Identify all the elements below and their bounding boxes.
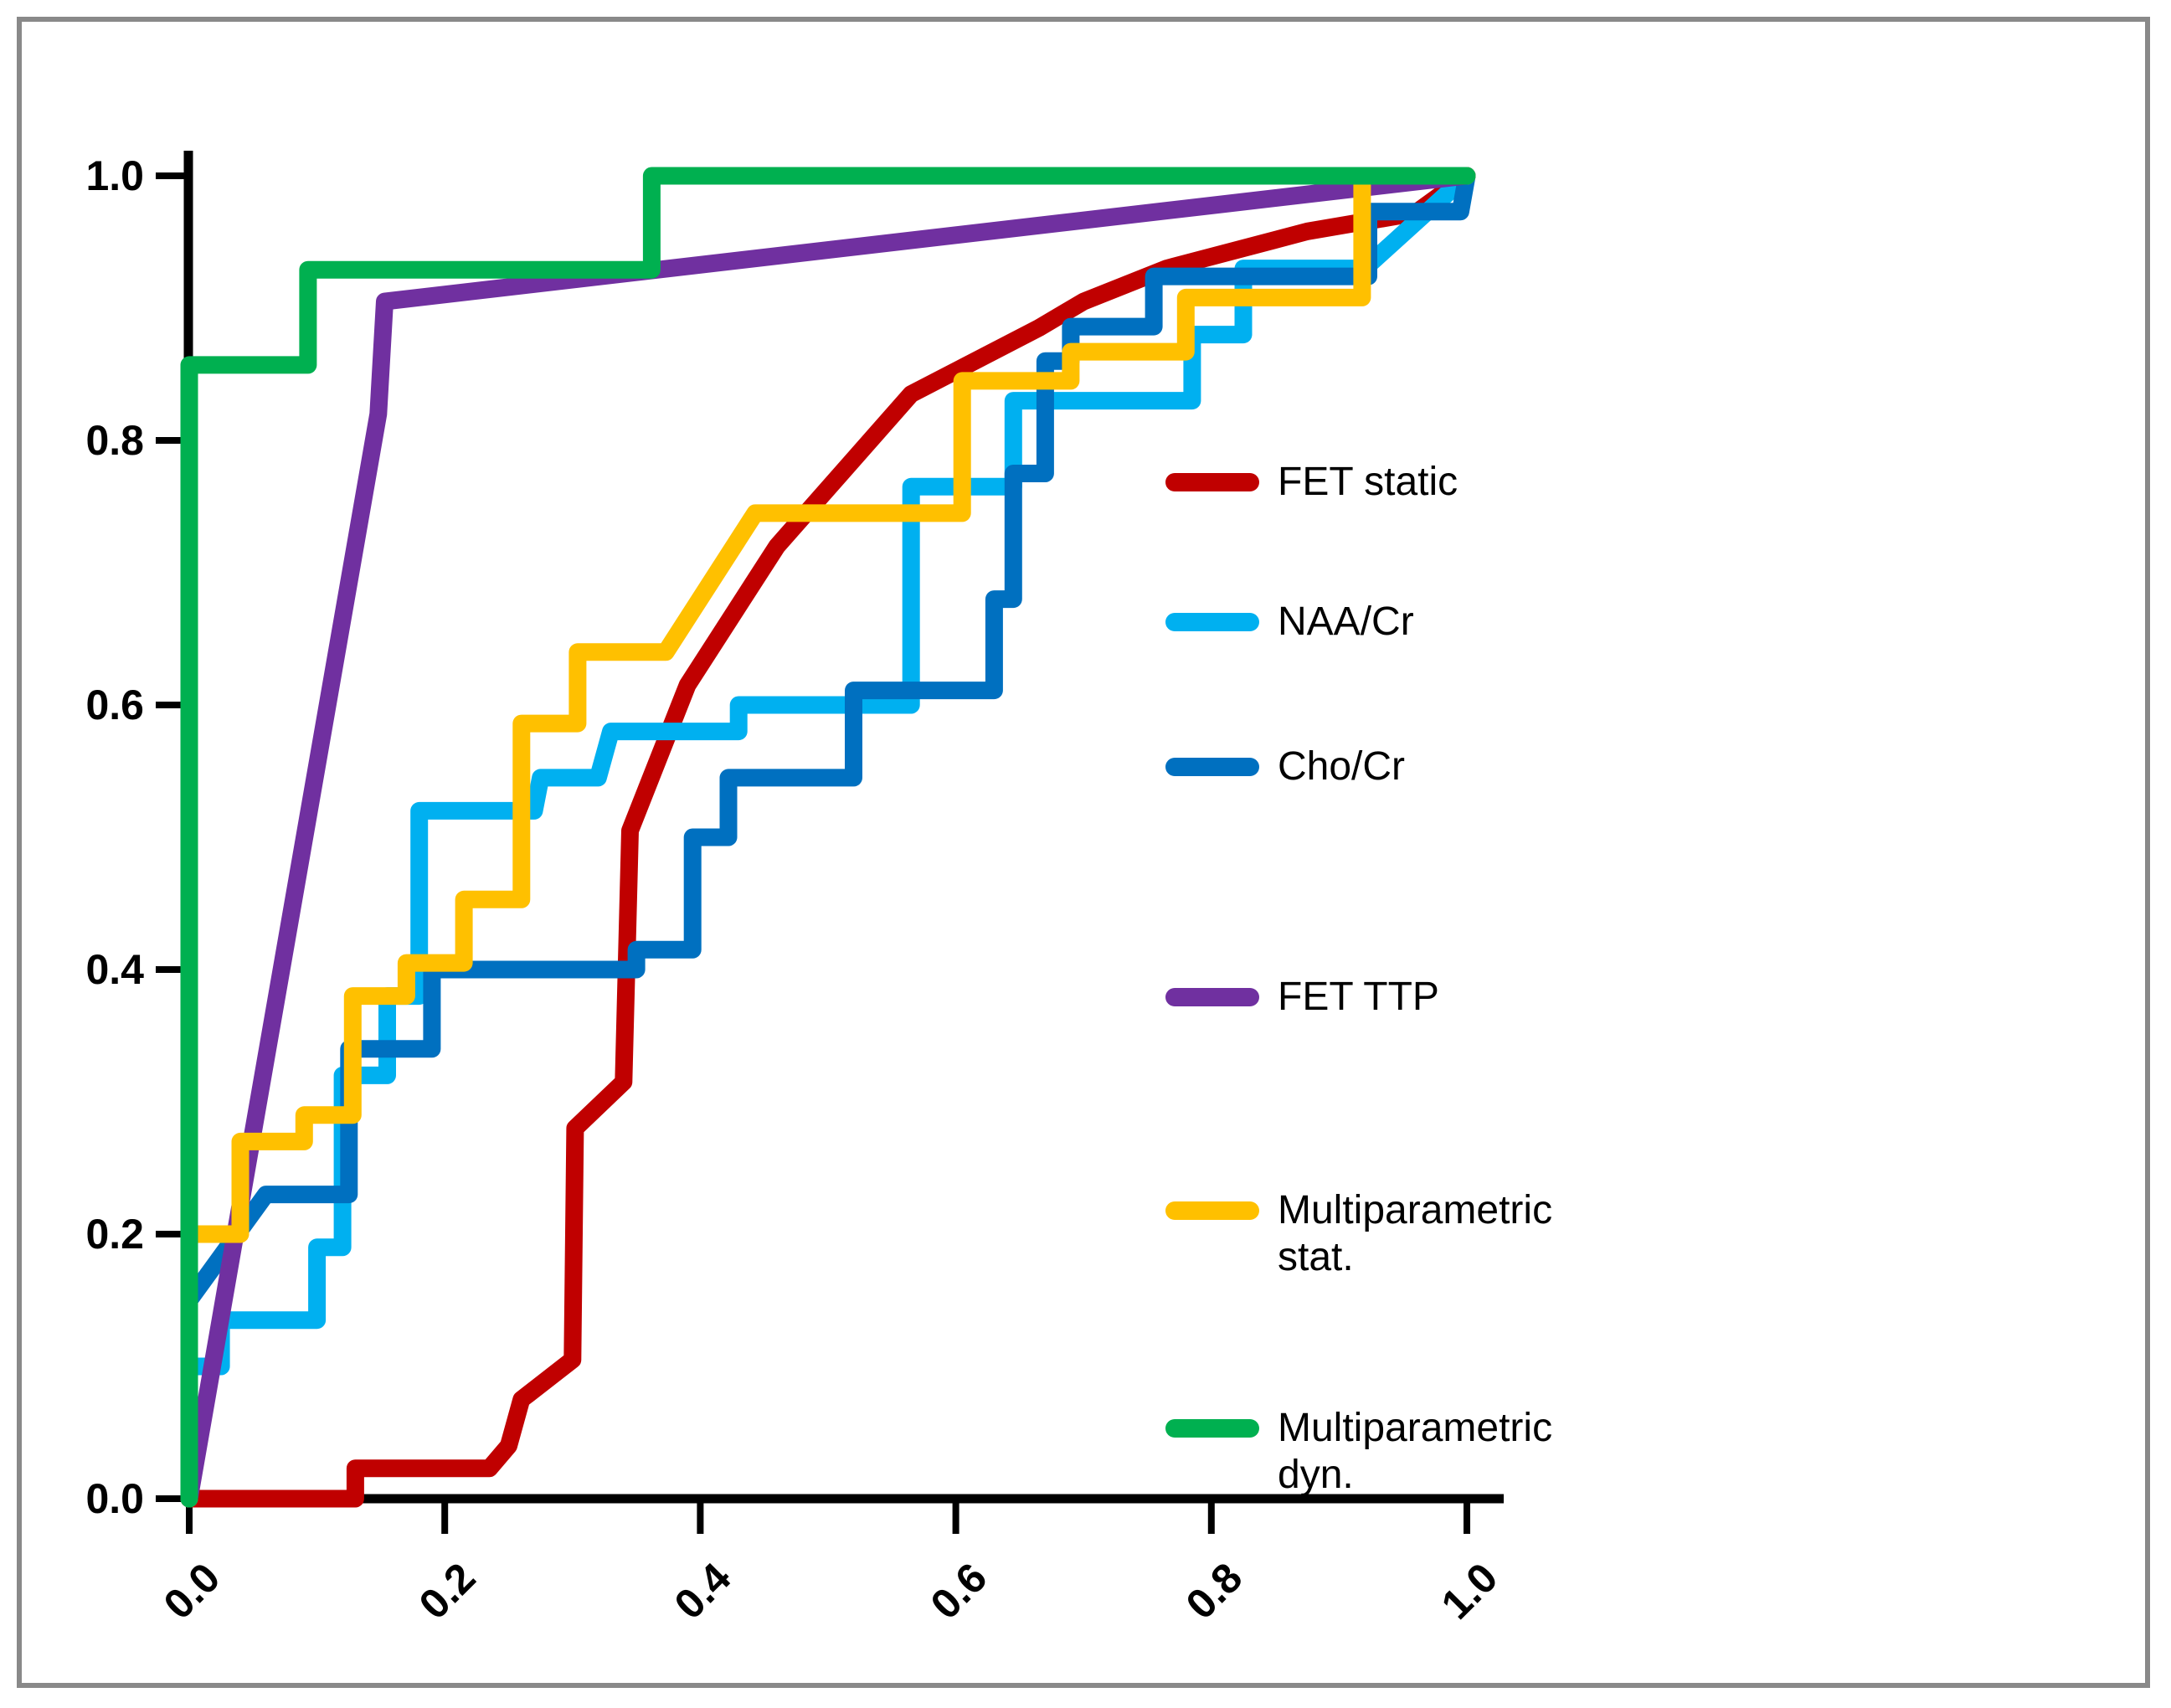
legend-swatch-multiparametric-dyn (1165, 1419, 1259, 1438)
legend-item-multiparametric-stat: Multiparametric stat. (1165, 1187, 1638, 1281)
legend-label-naa-cr: NAA/Cr (1278, 599, 1414, 644)
y-tick-label: 0.2 (85, 1211, 144, 1258)
legend-item-cho-cr: Cho/Cr (1165, 743, 1405, 790)
legend-label-multiparametric-dyn: Multiparametric dyn. (1278, 1406, 1553, 1498)
legend-item-fet-static: FET static (1165, 459, 1458, 506)
legend-label-multiparametric-stat: Multiparametric stat. (1278, 1188, 1553, 1280)
y-tick-label: 1.0 (85, 152, 144, 199)
figure-border (17, 17, 2150, 1688)
curve-multiparametric-dyn- (180, 167, 1476, 1508)
curve-fet-ttp (180, 167, 1476, 1508)
curve-naa-cr (180, 167, 1476, 1508)
legend-swatch-fet-ttp (1165, 988, 1259, 1006)
y-tick-label: 0.4 (85, 946, 144, 993)
legend-swatch-multiparametric-stat (1165, 1201, 1259, 1220)
legend-swatch-cho-cr (1165, 758, 1259, 776)
y-tick-label: 0.0 (85, 1475, 144, 1522)
legend-swatch-fet-static (1165, 473, 1259, 491)
legend-swatch-naa-cr (1165, 613, 1259, 631)
legend-item-naa-cr: NAA/Cr (1165, 599, 1414, 646)
legend-label-fet-static: FET static (1278, 460, 1458, 504)
legend-item-fet-ttp: FET TTP (1165, 974, 1439, 1021)
legend-item-multiparametric-dyn: Multiparametric dyn. (1165, 1405, 1638, 1499)
legend-label-fet-ttp: FET TTP (1278, 975, 1439, 1019)
legend-label-cho-cr: Cho/Cr (1278, 744, 1406, 789)
y-tick-label: 0.8 (85, 417, 144, 464)
curve-cho-cr (180, 167, 1476, 1508)
curve-multiparametric-stat- (180, 167, 1476, 1508)
y-tick-label: 0.6 (85, 682, 144, 728)
